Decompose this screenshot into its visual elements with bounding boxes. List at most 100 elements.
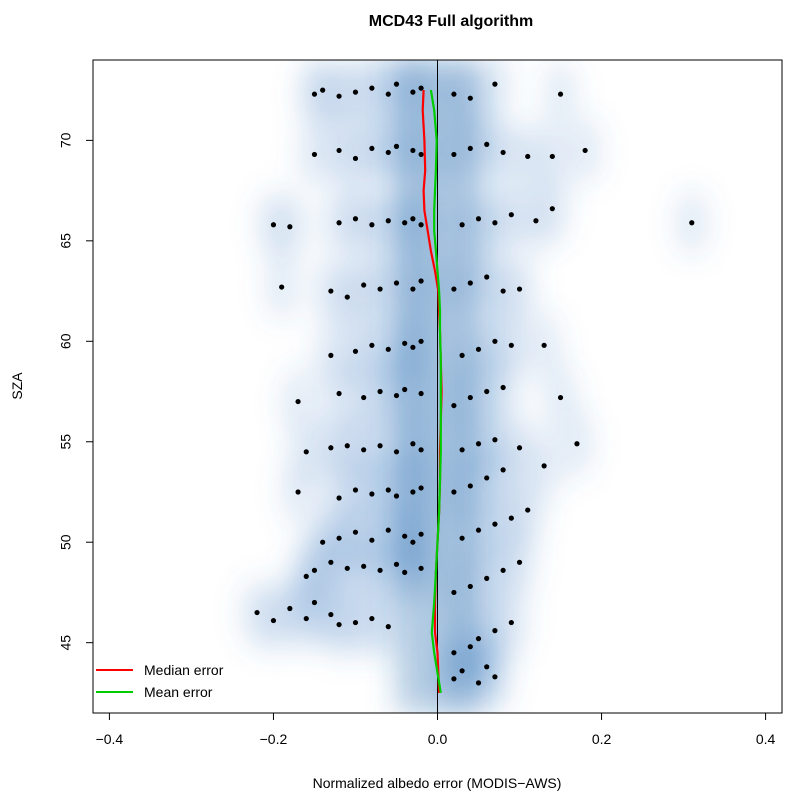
data-point: [410, 441, 416, 447]
data-point: [508, 619, 514, 626]
data-point: [467, 483, 473, 489]
data-point: [451, 91, 457, 97]
data-point: [320, 539, 326, 545]
data-point: [344, 443, 350, 449]
data-point: [393, 143, 400, 149]
data-point: [311, 91, 318, 97]
y-tick-label: 45: [58, 635, 74, 651]
data-point: [484, 475, 490, 481]
data-point: [336, 93, 342, 99]
data-point: [352, 619, 359, 626]
y-tick-label: 65: [58, 233, 74, 249]
data-point: [500, 288, 506, 294]
data-point: [467, 280, 473, 286]
data-point: [492, 521, 498, 527]
x-tick-label: −0.2: [260, 731, 288, 747]
data-point: [500, 384, 506, 391]
data-point: [328, 288, 334, 294]
data-point: [475, 680, 482, 686]
data-point: [369, 491, 375, 497]
data-point: [402, 533, 408, 539]
data-point: [336, 390, 342, 397]
data-point: [459, 447, 465, 453]
data-point: [311, 599, 318, 606]
data-point: [451, 489, 457, 495]
data-point: [500, 467, 506, 473]
series-lines: [421, 89, 443, 694]
y-tick-label: 55: [58, 434, 74, 450]
data-point: [369, 222, 375, 228]
data-point: [418, 565, 424, 571]
data-point: [393, 280, 400, 286]
data-point: [459, 352, 465, 358]
data-point: [361, 282, 367, 288]
data-point: [467, 394, 473, 401]
data-point: [410, 539, 416, 545]
data-point: [410, 489, 416, 495]
data-point: [393, 493, 400, 499]
data-point: [385, 149, 391, 156]
data-point: [484, 664, 490, 670]
data-point: [418, 447, 424, 453]
chart-title: MCD43 Full algorithm: [369, 13, 533, 30]
data-point: [467, 95, 473, 101]
data-point: [402, 220, 408, 226]
data-point: [295, 489, 301, 495]
data-point: [328, 445, 334, 451]
data-point: [418, 85, 424, 91]
data-point: [385, 346, 391, 352]
data-point: [303, 449, 309, 455]
data-point: [492, 437, 498, 443]
data-point: [475, 527, 482, 533]
data-point: [525, 153, 531, 160]
y-axis: 45 50 55 60 65 70: [58, 132, 94, 651]
y-axis-label: SZA: [9, 372, 25, 400]
data-point: [492, 628, 498, 634]
data-point: [336, 495, 342, 501]
data-point: [492, 81, 498, 87]
data-point: [451, 650, 457, 656]
data-point: [557, 394, 564, 401]
data-point: [393, 561, 400, 567]
data-point: [418, 151, 424, 158]
y-tick-label: 50: [58, 534, 74, 550]
data-point: [279, 284, 285, 290]
data-point: [270, 222, 277, 228]
legend-mean-label: Mean error: [144, 684, 213, 700]
data-point: [410, 89, 416, 95]
x-tick-label: 0.2: [592, 731, 612, 747]
data-point: [311, 151, 318, 158]
data-point: [369, 342, 375, 348]
data-point: [574, 441, 580, 447]
data-point: [320, 87, 326, 93]
data-point: [352, 348, 359, 354]
data-point: [484, 388, 490, 395]
data-point: [352, 487, 359, 493]
data-point: [287, 605, 293, 612]
data-point: [484, 141, 490, 147]
data-point: [402, 340, 408, 346]
data-point: [352, 89, 359, 95]
data-point: [402, 569, 408, 575]
data-point: [459, 222, 465, 228]
x-axis-label: Normalized albedo error (MODIS−AWS): [313, 775, 562, 791]
data-point: [508, 515, 514, 521]
data-point: [451, 589, 457, 596]
data-point: [557, 91, 564, 97]
data-point: [385, 624, 391, 630]
scatter-points: [254, 81, 695, 686]
data-point: [385, 527, 391, 533]
data-point: [377, 443, 383, 449]
data-point: [492, 220, 498, 226]
data-point: [328, 611, 334, 618]
data-point: [344, 565, 350, 571]
data-point: [459, 668, 465, 674]
data-point: [533, 218, 539, 224]
data-point: [377, 388, 383, 395]
data-point: [492, 338, 498, 344]
data-point: [467, 145, 473, 152]
data-point: [385, 91, 391, 97]
data-point: [410, 286, 416, 292]
data-point: [451, 286, 457, 292]
